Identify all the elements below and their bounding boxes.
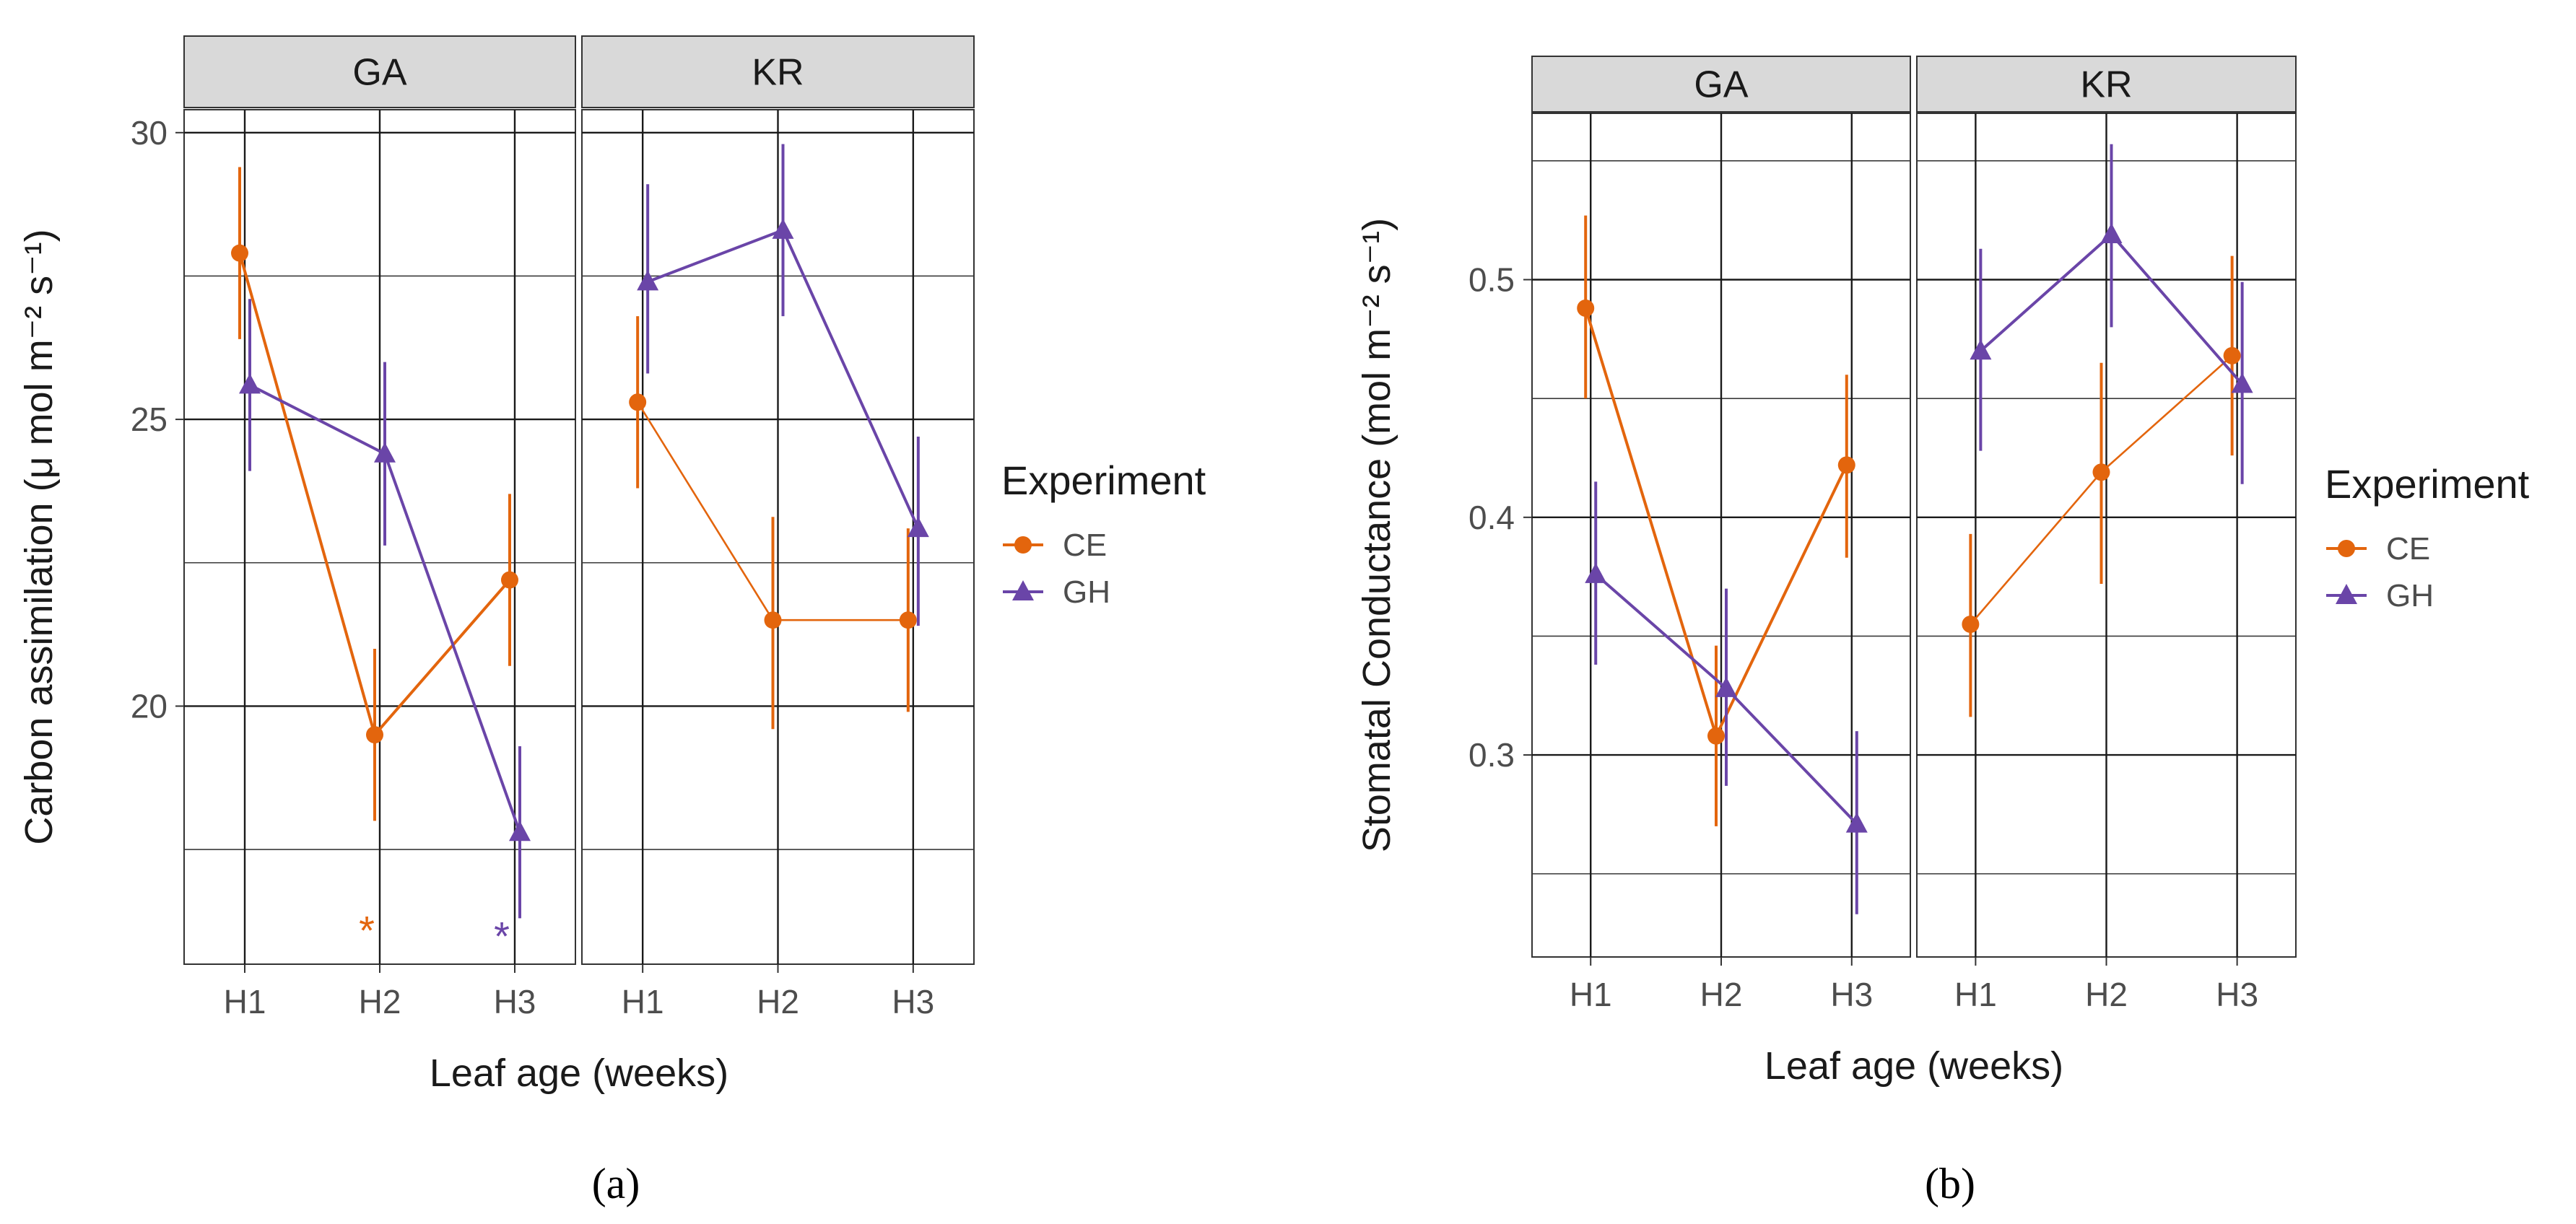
facet-ga: GA H1 H2 H3 [1531, 56, 1911, 1013]
facet-kr: KR H1 H2 H3 [581, 35, 975, 1020]
data-point-gh [1845, 812, 1868, 833]
facet-strip-label: KR [752, 52, 804, 94]
x-tick-label: H3 [892, 983, 934, 1020]
data-point-ce [1837, 456, 1855, 474]
y-axis-title: Stomatal Conductance (mol m⁻² s⁻¹) [1355, 218, 1398, 852]
x-tick-label: H3 [2216, 976, 2258, 1013]
x-tick-label: H3 [494, 983, 536, 1020]
legend-label: CE [1063, 528, 1107, 563]
data-point-gh [508, 821, 531, 842]
panel-label: (a) [592, 1160, 640, 1207]
data-point-gh [1970, 339, 1992, 360]
data-point-gh [374, 442, 396, 463]
y-tick-label: 30 [131, 114, 167, 152]
data-point-gh [637, 270, 659, 291]
y-tick-label: 0.4 [1468, 499, 1515, 536]
facet-kr: KR H1 H2 H3 [1916, 56, 2297, 1013]
legend-key-marker [1012, 580, 1034, 600]
y-tick-label: 20 [131, 687, 167, 725]
facet-strip-label: GA [352, 52, 406, 94]
x-tick-label: H2 [2085, 976, 2128, 1013]
panel-label: (b) [1925, 1160, 1975, 1207]
x-axis-title: Leaf age (weeks) [430, 1052, 728, 1095]
facet-strip-label: KR [2080, 64, 2132, 106]
data-point-ce [1577, 300, 1595, 318]
facet-strip [1531, 56, 1911, 113]
facet-strip [1916, 56, 2297, 113]
data-point-ce [1707, 727, 1725, 745]
data-point-ce [899, 611, 917, 629]
y-tick-label: 0.5 [1468, 261, 1515, 299]
legend-key-marker [2336, 584, 2357, 604]
data-point-ce [629, 393, 647, 411]
data-point-gh [2231, 372, 2253, 393]
data-point-gh [772, 218, 794, 239]
legend-title: Experiment [1001, 458, 1206, 503]
x-tick-label: H2 [757, 983, 799, 1020]
significance-asterisk: * [494, 913, 510, 958]
x-tick-label: H2 [1700, 976, 1743, 1013]
x-tick-label: H1 [1570, 976, 1612, 1013]
data-point-ce [764, 611, 782, 629]
data-point-ce [366, 726, 383, 744]
data-point-ce [2092, 463, 2110, 481]
x-tick-label: H1 [1954, 976, 1997, 1013]
y-tick-label: 25 [131, 401, 167, 438]
data-point-gh [907, 517, 929, 538]
significance-asterisk: * [359, 907, 375, 953]
legend-label: CE [2386, 531, 2430, 567]
data-point-ce [500, 571, 518, 589]
x-tick-label: H2 [359, 983, 401, 1020]
legend: Experiment CE GH [1001, 458, 1206, 610]
data-point-ce [1962, 615, 1980, 633]
x-tick-label: H3 [1830, 976, 1873, 1013]
legend-key-marker [1014, 536, 1032, 554]
data-point-ce [2223, 346, 2241, 364]
legend-key-marker [2338, 540, 2355, 557]
data-point-gh [1715, 676, 1737, 697]
y-axis-title: Carbon assimilation (μ mol m⁻² s⁻¹) [17, 229, 61, 844]
data-point-gh [1585, 562, 1607, 583]
x-axis-title: Leaf age (weeks) [1765, 1044, 2063, 1088]
chart-panel-0: GA H1 H2 H3 * * KR H1 H2 H3 20 25 30 Carbon assimilat… [17, 35, 1206, 1207]
x-tick-label: H1 [622, 983, 664, 1020]
facet-strip-label: GA [1694, 64, 1748, 106]
legend-label: GH [2386, 578, 2434, 613]
chart-panel-1: GA H1 H2 H3 KR H1 H2 H3 0.3 0.4 0.5 Stomatal Conduc… [1355, 56, 2530, 1207]
x-tick-label: H1 [224, 983, 266, 1020]
legend-label: GH [1063, 574, 1110, 610]
data-point-ce [231, 244, 249, 262]
facet-strip [581, 35, 975, 108]
legend: Experiment CE GH [2325, 461, 2530, 613]
facet-ga: GA H1 H2 H3 * * [183, 35, 576, 1020]
data-point-gh [2100, 222, 2123, 243]
y-tick-label: 0.3 [1468, 736, 1515, 774]
facet-strip [183, 35, 576, 108]
data-point-gh [239, 373, 261, 394]
legend-title: Experiment [2325, 461, 2530, 507]
